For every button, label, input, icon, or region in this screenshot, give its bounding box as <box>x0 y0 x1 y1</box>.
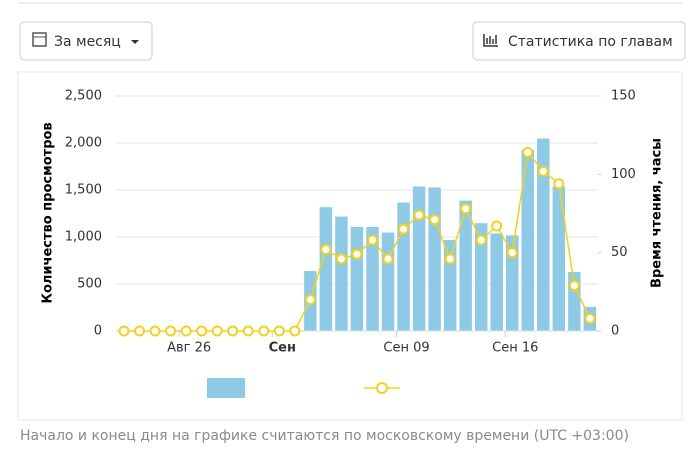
point <box>460 203 472 215</box>
x-tick-label: Сен 16 <box>492 341 538 356</box>
point <box>289 325 301 337</box>
y-tick-label: 2,000 <box>65 136 102 151</box>
y-tick-label: 1,500 <box>65 183 102 198</box>
y-tick-label: 2,500 <box>65 89 102 104</box>
y-axis-title: Количество просмотров <box>41 122 56 303</box>
bar <box>536 138 551 332</box>
point <box>429 214 441 226</box>
y2-tick-label: 50 <box>611 245 628 260</box>
bar <box>427 186 442 332</box>
chart-frame <box>17 71 683 421</box>
bar <box>350 226 364 332</box>
period-button[interactable]: За месяц <box>19 21 153 61</box>
point <box>134 325 146 337</box>
point <box>366 234 378 246</box>
point <box>537 165 549 177</box>
footnote: Начало и конец дня на графике считаются … <box>20 428 629 444</box>
point <box>242 325 254 337</box>
point <box>506 247 518 259</box>
y-tick-label: 500 <box>77 277 102 292</box>
bar <box>412 185 426 332</box>
point <box>196 325 208 337</box>
y2-tick-label: 150 <box>611 89 636 104</box>
point <box>351 248 363 260</box>
point <box>475 234 487 246</box>
legend-bar <box>207 378 245 398</box>
x-tick-label: Авг 26 <box>167 341 211 356</box>
point <box>320 244 332 256</box>
point <box>304 294 316 306</box>
bar <box>505 234 519 332</box>
period-label: За месяц <box>54 34 121 50</box>
y2-tick-label: 0 <box>611 324 619 339</box>
point <box>258 325 270 337</box>
point <box>227 325 239 337</box>
y-tick-label: 0 <box>94 324 102 339</box>
y-tick-label: 1,000 <box>65 230 102 245</box>
point <box>553 178 565 190</box>
point <box>491 220 503 232</box>
bar <box>521 149 535 332</box>
point <box>211 325 223 337</box>
bar <box>334 216 349 332</box>
bar <box>365 226 380 332</box>
bar <box>489 232 504 332</box>
point <box>335 253 347 265</box>
y2-axis-title: Время чтения, часы <box>650 138 665 288</box>
bar <box>474 222 488 332</box>
point <box>149 325 161 337</box>
point <box>273 325 285 337</box>
point <box>382 253 394 265</box>
legend-point <box>376 382 388 394</box>
chapters-label: Статистика по главам <box>508 34 673 50</box>
y2-tick-label: 100 <box>611 167 636 182</box>
point <box>444 253 456 265</box>
point <box>398 223 410 235</box>
point <box>568 280 580 292</box>
bar <box>381 232 395 332</box>
bar <box>458 200 473 332</box>
point <box>413 209 425 221</box>
chapters-button[interactable]: Статистика по главам <box>472 21 686 61</box>
point <box>584 312 596 324</box>
bar <box>552 185 566 332</box>
point <box>165 325 177 337</box>
x-tick-label: Сен 09 <box>383 341 429 356</box>
bar <box>396 201 411 332</box>
point <box>522 146 534 158</box>
x-tick-label: Сен <box>269 341 296 356</box>
point <box>118 325 130 337</box>
bar <box>319 206 333 332</box>
point <box>180 325 192 337</box>
